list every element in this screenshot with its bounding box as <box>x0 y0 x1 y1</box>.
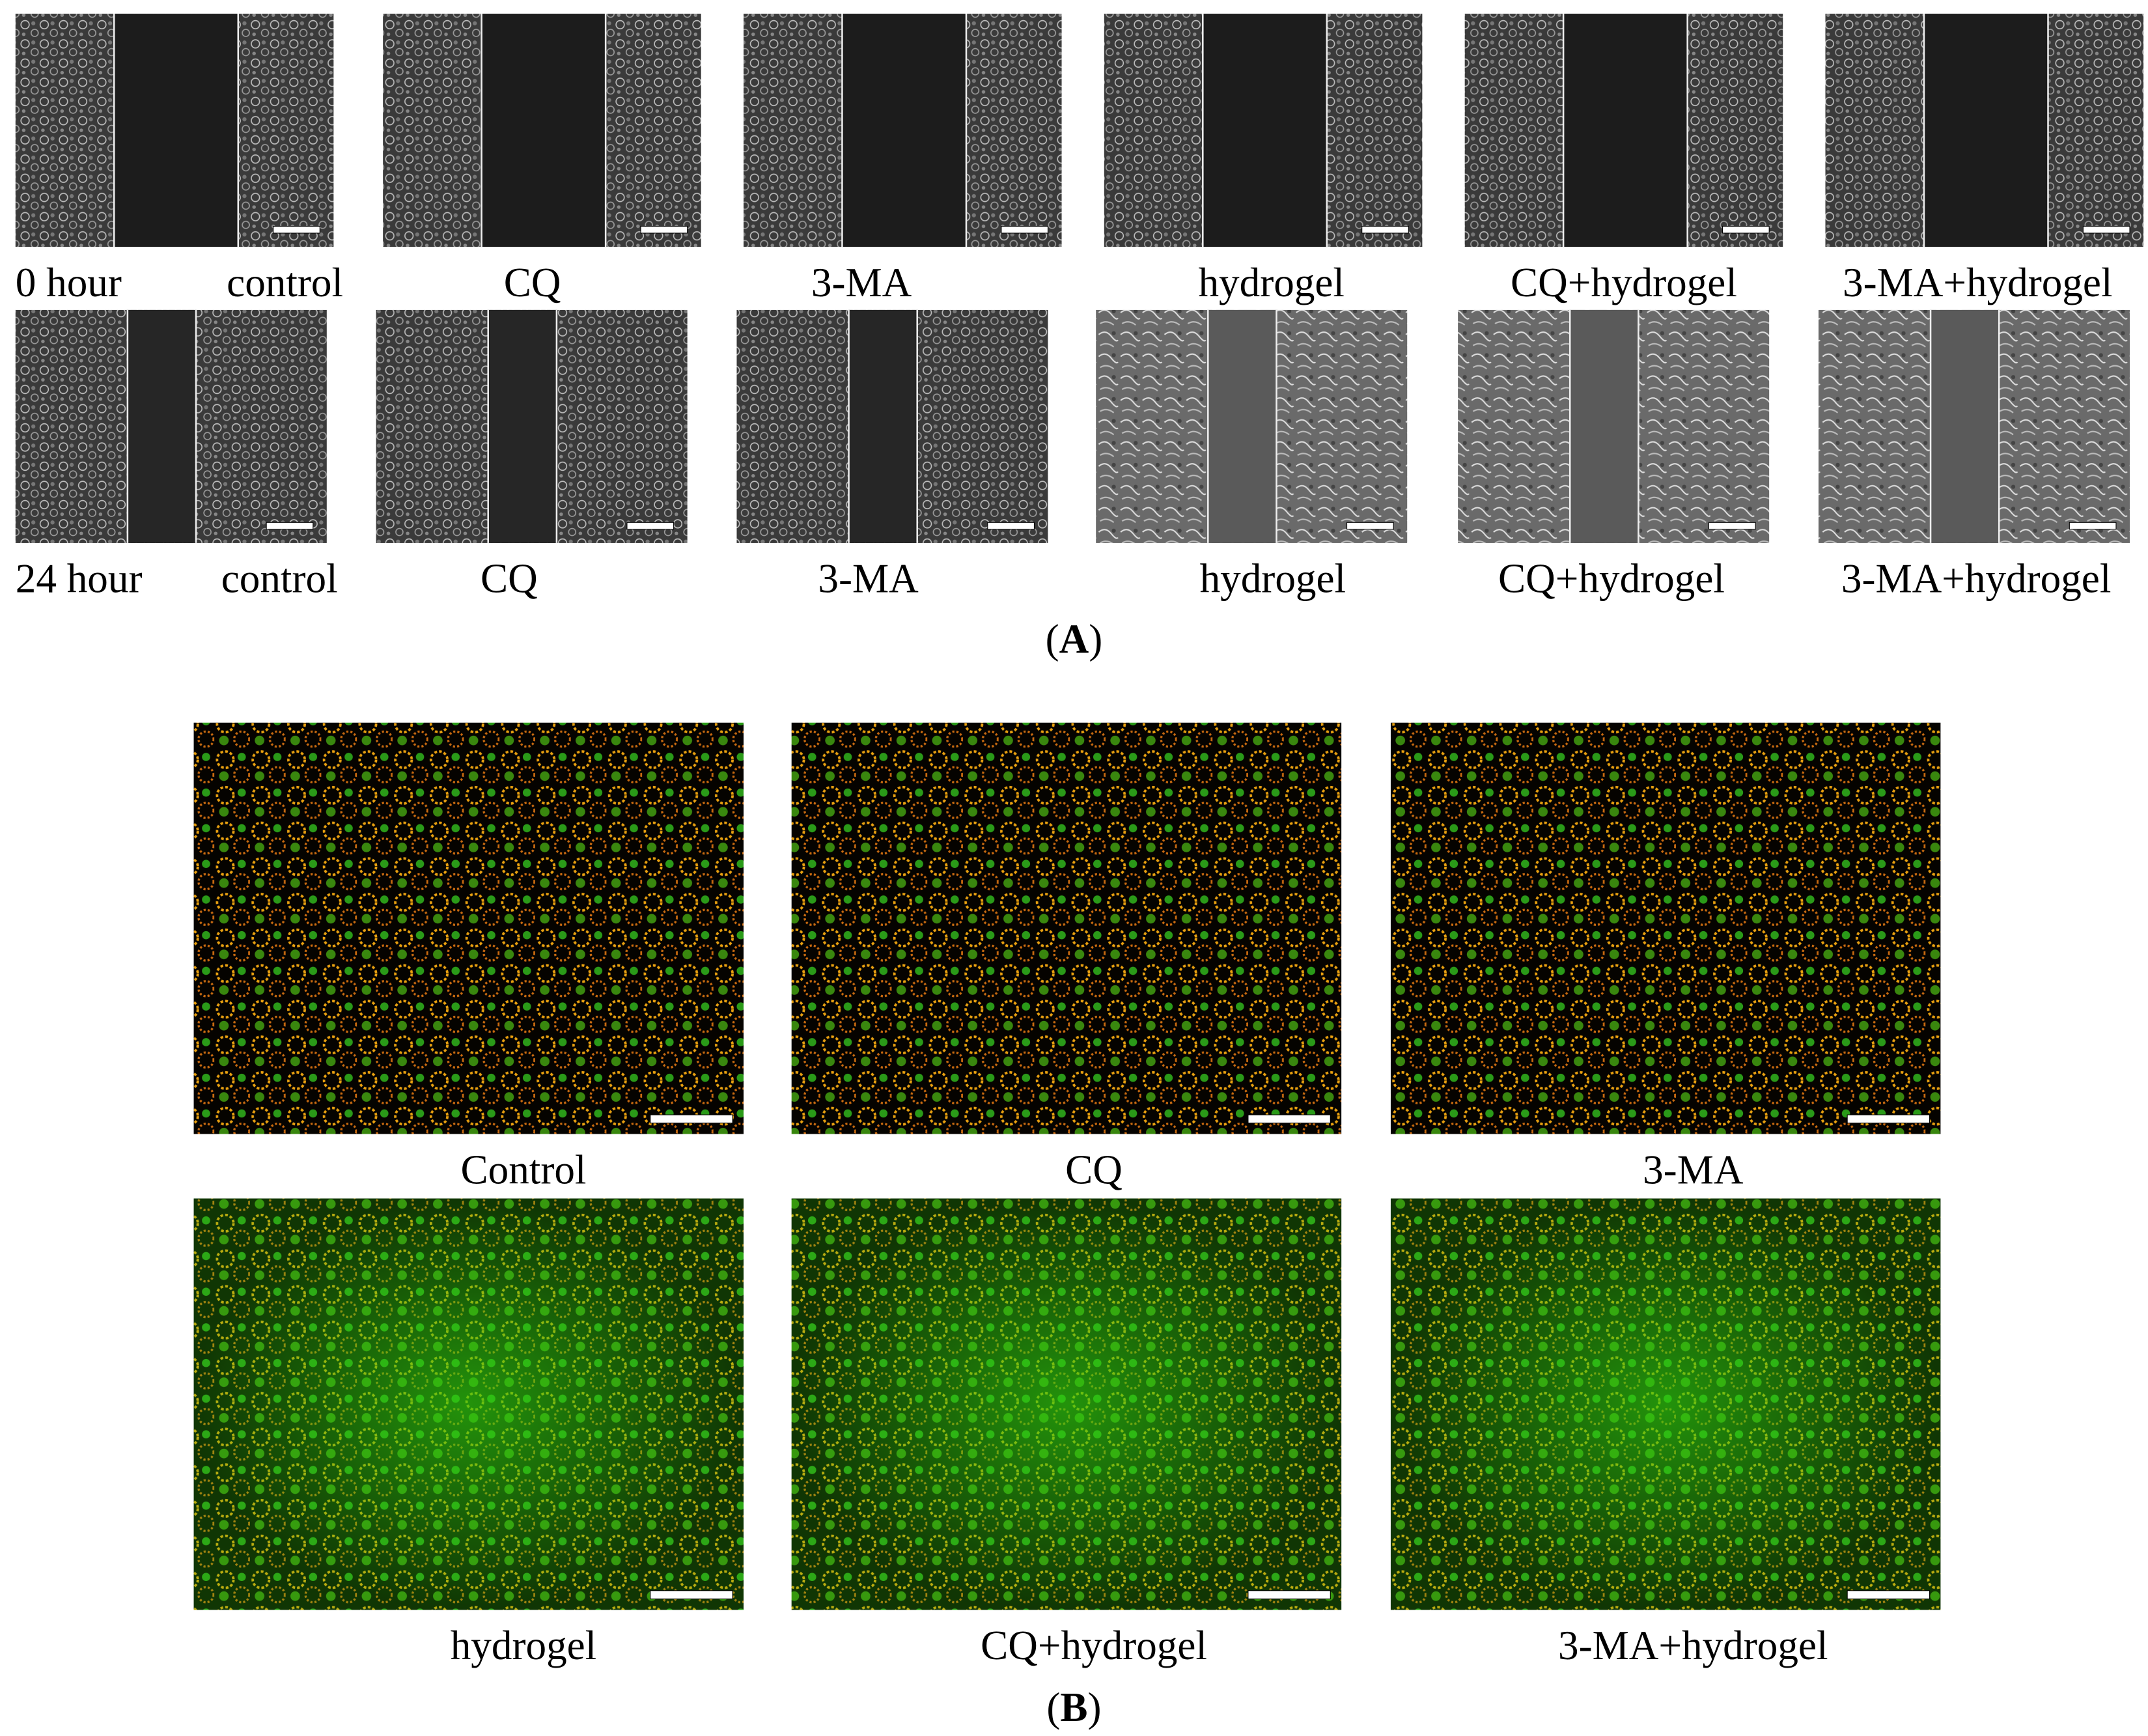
fluo-bg <box>1390 722 1941 1134</box>
scratch-image <box>376 309 688 543</box>
group-label: 3-MA <box>1643 1147 1744 1192</box>
group-label: 3-MA+hydrogel <box>1841 556 2112 602</box>
group-label: hydrogel <box>1198 260 1345 305</box>
group-label: control <box>221 556 338 602</box>
scratch-image <box>1818 309 2130 543</box>
group-label: hydrogel <box>451 1623 597 1668</box>
fluorescence-image <box>193 1198 744 1610</box>
scale-bar <box>1361 225 1409 234</box>
scale-bar <box>650 1590 733 1599</box>
group-label: CQ+hydrogel <box>981 1623 1207 1668</box>
caption-part: A <box>1059 616 1089 662</box>
scale-bar <box>1708 522 1756 530</box>
fluo-bg <box>193 722 744 1134</box>
scratch-image <box>1104 14 1423 247</box>
scratch-image <box>1464 14 1783 247</box>
group-label: CQ <box>481 556 538 602</box>
scratch-image <box>1825 14 2144 247</box>
green-glow <box>1390 1198 1941 1610</box>
scratch-image <box>1458 309 1770 543</box>
group-label: CQ <box>1065 1147 1123 1192</box>
caption-part: ( <box>1046 1685 1060 1730</box>
scratch-gap <box>1203 14 1327 247</box>
scale-bar <box>2069 522 2117 530</box>
group-label: control <box>227 260 343 305</box>
scale-bar <box>1346 522 1394 530</box>
scale-bar <box>1847 1590 1931 1599</box>
time-label: 0 hour <box>16 260 122 305</box>
scale-bar <box>1722 225 1770 234</box>
scale-bar <box>650 1114 733 1124</box>
caption-part: B <box>1060 1685 1087 1730</box>
scratch-gap <box>488 309 557 543</box>
green-glow <box>791 1198 1342 1610</box>
scratch-gap <box>114 14 238 247</box>
time-label: 24 hour <box>16 556 143 602</box>
scratch-image <box>743 14 1062 247</box>
scratch-image <box>15 309 327 543</box>
group-label: 3-MA <box>818 556 919 602</box>
scratch-image <box>1096 309 1408 543</box>
panel-caption: (A) <box>1046 616 1103 662</box>
scale-bar <box>1248 1114 1331 1124</box>
scratch-gap <box>848 309 917 543</box>
scale-bar <box>1847 1114 1931 1124</box>
fluorescence-image <box>193 722 744 1134</box>
scratch-image <box>736 309 1048 543</box>
fluorescence-image <box>1390 722 1941 1134</box>
group-label: hydrogel <box>1200 556 1346 602</box>
group-label: 3-MA+hydrogel <box>1843 260 2113 305</box>
scale-bar <box>273 225 320 234</box>
group-label: CQ+hydrogel <box>1498 556 1725 602</box>
fluorescence-image <box>791 1198 1342 1610</box>
group-label: CQ <box>504 260 561 305</box>
fluorescence-image <box>791 722 1342 1134</box>
scratch-gap <box>127 309 197 543</box>
scratch-gap <box>1923 14 2048 247</box>
caption-part: ) <box>1089 616 1102 662</box>
scale-bar <box>987 522 1035 530</box>
panel-caption: (B) <box>1046 1685 1101 1730</box>
scale-bar <box>640 225 688 234</box>
group-label: 3-MA+hydrogel <box>1558 1623 1828 1668</box>
scratch-gap <box>1563 14 1688 247</box>
scale-bar <box>1001 225 1049 234</box>
caption-part: ( <box>1046 616 1059 662</box>
fluo-bg <box>791 722 1342 1134</box>
scratch-gap <box>842 14 966 247</box>
scale-bar <box>1248 1590 1331 1599</box>
scratch-gap <box>1570 309 1639 543</box>
scale-bar <box>626 522 675 530</box>
scratch-image <box>383 14 701 247</box>
group-label: CQ+hydrogel <box>1511 260 1737 305</box>
green-glow <box>193 1198 744 1610</box>
scratch-gap <box>481 14 606 247</box>
scratch-image <box>15 14 334 247</box>
scale-bar <box>266 522 314 530</box>
group-label: 3-MA <box>811 260 912 305</box>
fluorescence-image <box>1390 1198 1941 1610</box>
group-label: Control <box>461 1147 587 1192</box>
scratch-gap <box>1931 309 2000 543</box>
caption-part: ) <box>1088 1685 1102 1730</box>
scratch-gap <box>1208 309 1277 543</box>
scale-bar <box>2082 225 2130 234</box>
